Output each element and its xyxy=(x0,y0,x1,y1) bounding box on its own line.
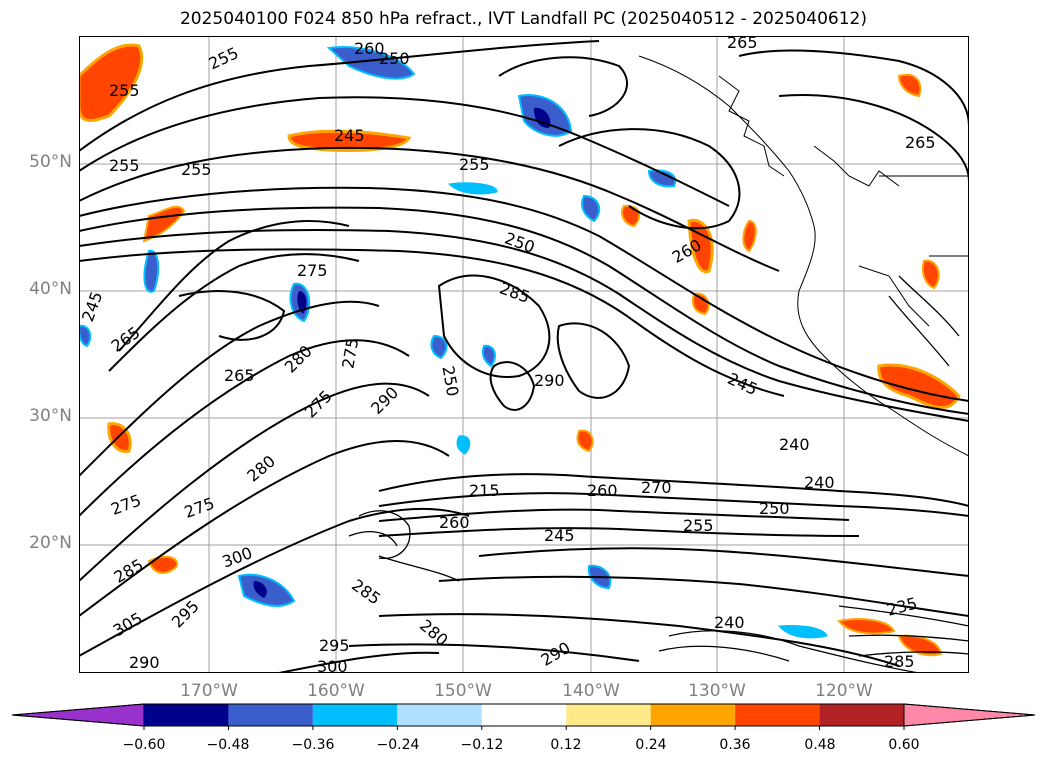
contour-label: 245 xyxy=(725,369,761,399)
colorbar-tick-label: −0.36 xyxy=(291,737,335,753)
contour-label: 275 xyxy=(338,337,362,370)
colorbar-tick-label: 0.12 xyxy=(550,737,582,753)
lat-label-20n: 20°N xyxy=(29,533,72,553)
lat-label-40n: 40°N xyxy=(29,279,72,299)
refractivity-contours xyxy=(79,40,969,673)
colorbar-cell xyxy=(481,704,567,726)
colorbar-cell xyxy=(144,704,229,726)
colorbar-cell xyxy=(819,704,904,726)
contour-label: 295 xyxy=(168,597,203,632)
colorbar-cell xyxy=(566,704,651,726)
contour-label: 240 xyxy=(779,435,810,454)
contour-label: 290 xyxy=(129,653,160,672)
contour-label: 265 xyxy=(108,323,144,356)
contour-label: 255 xyxy=(459,155,490,174)
contour-label: 255 xyxy=(206,43,242,73)
contour-label: 250 xyxy=(502,229,537,257)
contour-label: 250 xyxy=(438,364,462,397)
dense-contours xyxy=(348,275,969,673)
colorbar-tick-label: 0.48 xyxy=(804,737,836,753)
lon-label-120w: 120°W xyxy=(815,681,873,701)
colorbar-extend-max xyxy=(903,703,1036,727)
lon-label-160w: 160°W xyxy=(307,681,365,701)
map-title: 2025040100 F024 850 hPa refract., IVT La… xyxy=(179,9,867,29)
contour-label: 260 xyxy=(439,513,470,532)
map-panel: 260 250 255 255 265 245 255 255 255 250 … xyxy=(79,36,969,673)
contour-label: 245 xyxy=(544,526,575,545)
lat-label-30n: 30°N xyxy=(29,406,72,426)
contour-label: 280 xyxy=(416,616,452,650)
contour-label: 290 xyxy=(534,371,565,390)
contour-label: 290 xyxy=(367,383,402,418)
contour-label: 265 xyxy=(727,36,758,52)
colorbar-tick-label: 0.60 xyxy=(888,737,920,753)
contour-label: 280 xyxy=(281,342,316,377)
lon-label-170w: 170°W xyxy=(180,681,238,701)
lon-label-140w: 140°W xyxy=(562,681,620,701)
colorbar-cell xyxy=(312,704,398,726)
contour-label: 265 xyxy=(905,133,936,152)
contour-label: 245 xyxy=(79,289,106,324)
lat-label-50n: 50°N xyxy=(29,152,72,172)
contour-label: 295 xyxy=(319,636,350,655)
contour-label: 265 xyxy=(224,366,255,385)
contour-label: 260 xyxy=(587,481,618,500)
contour-label: 250 xyxy=(759,499,790,518)
contour-label: 285 xyxy=(884,652,915,671)
colorbar-tick-label: 0.24 xyxy=(635,737,667,753)
contour-label: 255 xyxy=(109,156,140,175)
map-canvas xyxy=(79,36,969,673)
contour-label: 275 xyxy=(182,494,217,522)
colorbar-cell xyxy=(228,704,313,726)
contour-label: 215 xyxy=(469,481,500,500)
colorbar-tick-label: −0.60 xyxy=(122,737,166,753)
contour-label: 275 xyxy=(301,387,336,422)
contour-label: 250 xyxy=(379,49,410,68)
contour-label: 300 xyxy=(317,657,348,673)
lon-label-150w: 150°W xyxy=(434,681,492,701)
contour-label: 285 xyxy=(348,575,384,608)
contour-label: 275 xyxy=(108,491,143,519)
colorbar-tick-label: 0.36 xyxy=(719,737,751,753)
contour-label: 275 xyxy=(297,261,328,280)
contour-label: 260 xyxy=(354,39,385,58)
contour-label: 240 xyxy=(804,473,835,492)
contour-label: 305 xyxy=(110,609,146,641)
colorbar-outline xyxy=(11,703,1036,727)
colorbar-cell xyxy=(735,704,820,726)
lon-label-130w: 130°W xyxy=(688,681,746,701)
contour-label-layer: 260 250 255 255 265 245 255 255 255 250 … xyxy=(79,36,936,673)
contour-label: 255 xyxy=(683,516,714,535)
contour-label: 240 xyxy=(714,613,745,632)
colorbar-tick-label: −0.12 xyxy=(460,737,504,753)
colorbar-extend-min xyxy=(11,703,145,727)
contour-label: 290 xyxy=(538,638,574,670)
colorbar-tick-label: −0.48 xyxy=(206,737,250,753)
contour-label: 285 xyxy=(111,555,147,587)
colorbar-cell xyxy=(397,704,482,726)
contour-label: 270 xyxy=(641,478,672,497)
contour-label: 245 xyxy=(334,126,365,145)
contour-label: 300 xyxy=(220,543,255,571)
colorbar-tick-label: −0.24 xyxy=(376,737,420,753)
coastline xyxy=(638,55,969,457)
colorbar-cell xyxy=(650,704,736,726)
contour-label: 285 xyxy=(497,279,532,307)
contour-label: 255 xyxy=(181,160,212,179)
contour-label: 280 xyxy=(243,451,279,485)
contour-label: 235 xyxy=(885,594,919,620)
contour-label: 260 xyxy=(669,235,705,267)
contour-label: 255 xyxy=(109,81,140,100)
